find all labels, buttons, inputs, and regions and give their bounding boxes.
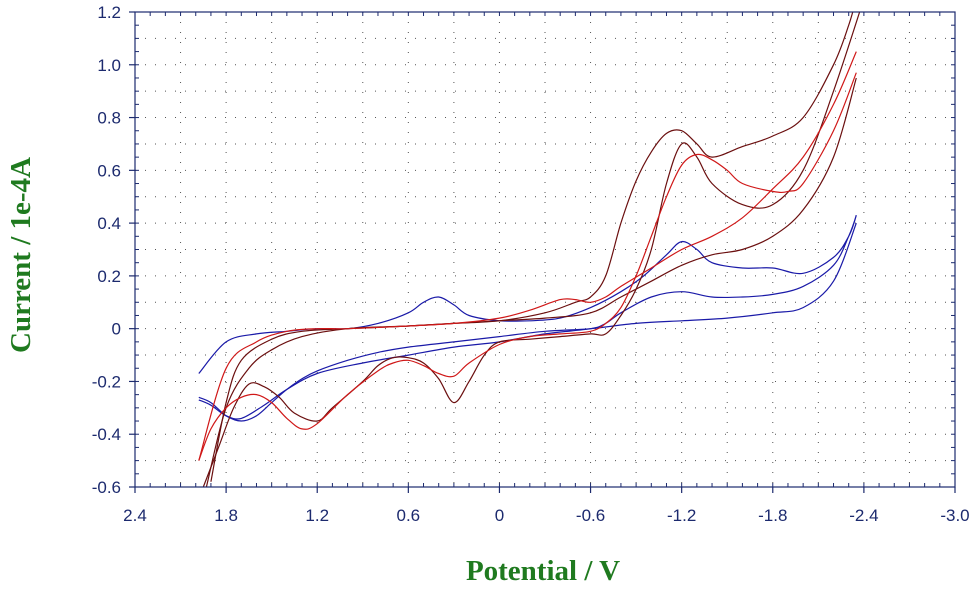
y-tick-label: -0.4 xyxy=(92,425,121,444)
y-tick-label: 0.2 xyxy=(97,267,121,286)
x-tick-label: 0 xyxy=(495,506,504,525)
series-line-5 xyxy=(205,77,857,487)
x-tick-label: -2.4 xyxy=(849,506,878,525)
x-tick-label: -0.6 xyxy=(576,506,605,525)
series-line-4 xyxy=(210,12,854,482)
x-tick-label: -1.8 xyxy=(758,506,787,525)
series-line-1 xyxy=(198,215,857,420)
y-tick-label: 0.8 xyxy=(97,109,121,128)
y-tick-label: 0 xyxy=(112,320,121,339)
y-axis-title: Current / 1e-4A xyxy=(5,157,37,353)
x-tick-label: -1.2 xyxy=(667,506,696,525)
x-axis-title: Potential / V xyxy=(466,555,620,587)
y-tick-label: 0.4 xyxy=(97,214,121,233)
x-tick-label: 1.8 xyxy=(214,506,238,525)
y-tick-label: -0.6 xyxy=(92,478,121,497)
y-tick-label: 1.2 xyxy=(97,3,121,22)
y-tick-label: 0.6 xyxy=(97,161,121,180)
x-tick-label: 1.2 xyxy=(305,506,329,525)
series-line-7 xyxy=(198,51,857,461)
grid-layer xyxy=(135,12,955,487)
x-tick-label: 0.6 xyxy=(397,506,421,525)
x-tick-label: 2.4 xyxy=(123,506,147,525)
series-line-6 xyxy=(198,72,857,461)
x-tick-label: -3.0 xyxy=(940,506,969,525)
y-tick-label: 1.0 xyxy=(97,56,121,75)
series-line-2 xyxy=(198,222,857,422)
y-tick-label: -0.2 xyxy=(92,372,121,391)
tick-layer: 2.4 1.8 1.2 0.6 0 -0.6 -1.2 -1.8 -2.4 -3.0 1.2 1.0 0… xyxy=(92,3,970,525)
series-layer xyxy=(198,12,861,487)
